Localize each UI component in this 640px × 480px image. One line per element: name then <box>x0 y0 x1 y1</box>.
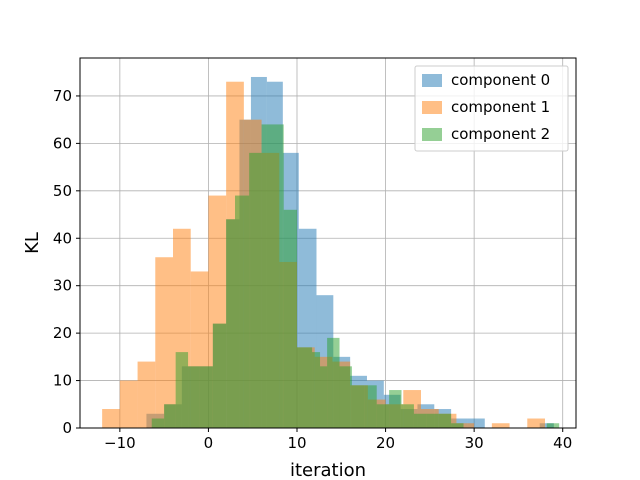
histogram-bar <box>327 337 340 428</box>
plot-frame <box>79 57 577 429</box>
legend-swatch <box>422 101 442 114</box>
histogram-bar <box>164 404 176 428</box>
histogram-bar <box>249 152 262 428</box>
histogram-bar <box>261 124 284 429</box>
histogram-bar <box>199 366 213 428</box>
histogram-bar <box>151 418 165 428</box>
y-tick-label: 40 <box>53 229 72 247</box>
axis-ticks: −10 0 10 20 30 40 0 10 20 30 40 50 60 70 <box>53 87 572 452</box>
histogram-bar <box>226 219 235 428</box>
series-2-bars <box>151 124 560 429</box>
histogram-bar <box>467 418 485 428</box>
legend: component 0 component 1 component 2 <box>414 65 569 152</box>
histogram-bar <box>212 323 227 428</box>
histogram-bar <box>451 423 464 428</box>
y-tick-label: 10 <box>53 372 72 390</box>
histogram-bar <box>137 361 156 428</box>
histogram-bar <box>364 385 377 428</box>
y-tick-label: 60 <box>53 134 72 152</box>
histogram-bar <box>376 404 390 428</box>
y-tick-label: 30 <box>53 277 72 295</box>
histogram-bar <box>401 404 414 428</box>
x-tick-label: 40 <box>553 434 572 452</box>
histogram-bars <box>102 76 560 429</box>
legend-box <box>414 65 569 152</box>
histogram-bar <box>119 380 138 428</box>
y-tick-label: 70 <box>53 87 72 105</box>
y-tick-label: 50 <box>53 182 72 200</box>
histogram-bar <box>283 209 297 428</box>
histogram-bar <box>491 423 510 428</box>
x-tick-label: −10 <box>104 434 136 452</box>
legend-label: component 2 <box>451 125 550 143</box>
x-axis-label: iteration <box>290 460 366 480</box>
legend-label: component 0 <box>451 71 550 89</box>
histogram-bar <box>456 423 475 428</box>
histogram-bar <box>546 423 560 428</box>
legend-label: component 1 <box>451 98 550 116</box>
legend-swatch <box>422 128 442 141</box>
x-tick-label: 0 <box>204 434 214 452</box>
histogram-bar <box>389 390 402 428</box>
histogram-bar <box>527 418 545 428</box>
histogram-bar <box>297 347 313 428</box>
histogram-bar <box>175 352 189 428</box>
histogram-bar <box>413 413 427 428</box>
y-tick-label: 0 <box>62 419 72 437</box>
y-axis-label: KL <box>22 232 43 254</box>
histogram-bar <box>312 352 321 428</box>
histogram-bar <box>426 413 439 428</box>
y-tick-label: 20 <box>53 324 72 342</box>
x-tick-label: 20 <box>376 434 395 452</box>
histogram-bar <box>351 385 365 428</box>
histogram-bar <box>102 409 120 428</box>
histogram-bar <box>155 257 173 428</box>
histogram-bar <box>339 366 352 428</box>
x-tick-label: 10 <box>287 434 306 452</box>
histogram-bar <box>188 366 200 428</box>
x-tick-label: 30 <box>465 434 484 452</box>
histogram-bar <box>320 366 328 428</box>
legend-swatch <box>422 74 442 87</box>
histogram-bar <box>235 195 250 428</box>
histogram-bar <box>438 413 452 428</box>
